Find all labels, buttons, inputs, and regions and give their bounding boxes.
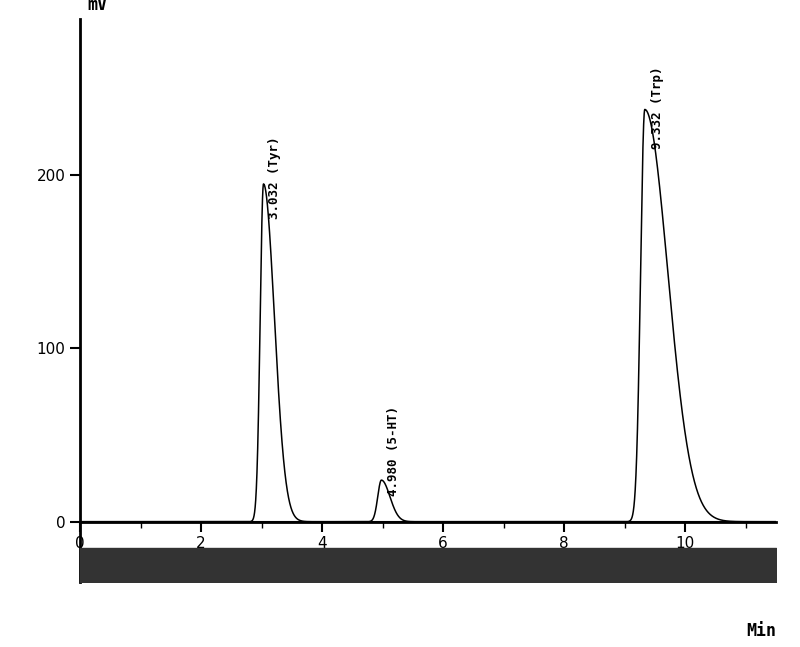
Text: 4.980 (5-HT): 4.980 (5-HT) xyxy=(387,406,400,496)
Text: 9.332 (Trp): 9.332 (Trp) xyxy=(651,67,664,149)
Text: 3.032 (Tyr): 3.032 (Tyr) xyxy=(268,136,282,219)
Text: mV: mV xyxy=(87,0,107,14)
Text: Min: Min xyxy=(746,622,776,640)
